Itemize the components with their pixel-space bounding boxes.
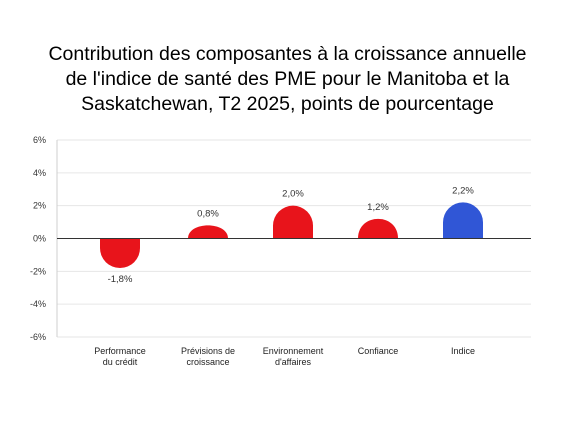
category-label: Confiance (358, 346, 399, 356)
y-tick-label: 4% (33, 168, 46, 178)
category-label: du crédit (103, 357, 138, 367)
y-tick-label: -4% (30, 299, 46, 309)
bar (358, 218, 398, 239)
y-tick-label: -6% (30, 332, 46, 342)
bar (188, 225, 228, 239)
bar (273, 205, 313, 239)
data-label: 0,8% (197, 208, 219, 219)
chart-title-line-2: de l'indice de santé des PME pour le Man… (65, 68, 510, 90)
y-tick-label: 6% (33, 135, 46, 145)
y-tick-label: 0% (33, 234, 46, 244)
chart-title-line-1: Contribution des composantes à la croiss… (48, 43, 527, 65)
data-label: 2,0% (282, 189, 304, 200)
category-label: Environnement (263, 346, 324, 356)
category-label: Prévisions de (181, 346, 235, 356)
category-label: Indice (451, 346, 475, 356)
data-label: 1,2% (367, 202, 389, 213)
data-label: -1,8% (108, 274, 133, 285)
chart-title-line-3: Saskatchewan, T2 2025, points de pourcen… (81, 93, 494, 115)
category-label: Performance (94, 346, 146, 356)
data-label: 2,2% (452, 185, 474, 196)
y-tick-label: -2% (30, 266, 46, 276)
bar (100, 238, 140, 269)
category-label: croissance (186, 357, 229, 367)
bar (443, 202, 483, 239)
chart-title: Contribution des composantes à la croiss… (0, 42, 575, 117)
category-label: d'affaires (275, 357, 312, 367)
y-tick-label: 2% (33, 201, 46, 211)
